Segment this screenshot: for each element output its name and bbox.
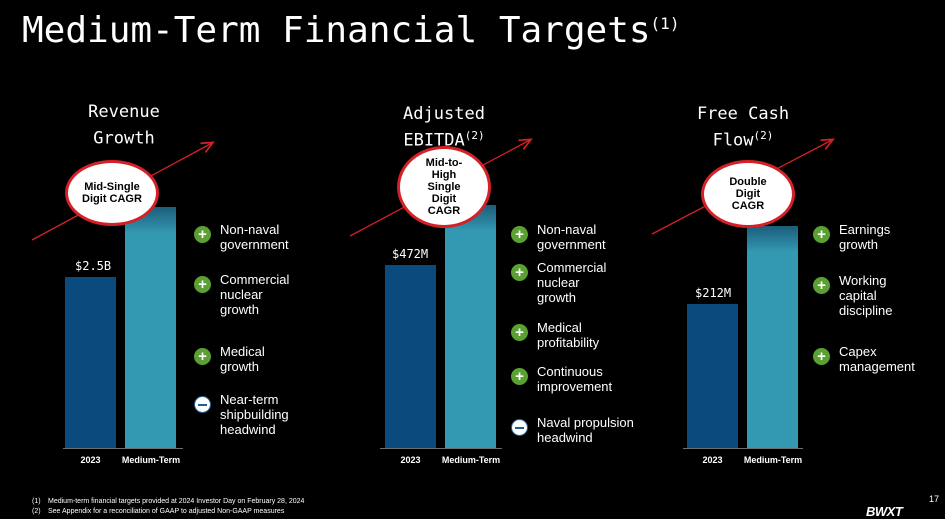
revenue-base-value: $2.5B (75, 259, 112, 273)
footnote-1: (1) Medium-term financial targets provide… (32, 498, 305, 505)
fcf-base-value: $212M (695, 286, 732, 300)
driver-label: Medical profitability (537, 320, 600, 350)
plus-icon: + (511, 226, 528, 243)
driver-label: Naval propulsion headwind (537, 415, 634, 445)
fcf-target-badge: Double Digit CAGR (701, 160, 795, 228)
driver-label: Non-naval government (537, 222, 606, 252)
ebitda-bar-2023 (385, 265, 436, 448)
driver-label: Medical growth (220, 344, 265, 374)
page-number: 17 (928, 494, 939, 504)
fcf-xlabel-2023: 2023 (702, 455, 723, 465)
revenue-baseline (63, 448, 183, 449)
driver-label: Commercial nuclear growth (220, 272, 290, 317)
plus-icon: + (194, 226, 211, 243)
ebitda-target-badge: Mid-to-High Single Digit CAGR (397, 146, 491, 228)
driver-label: Earnings growth (839, 222, 891, 252)
revenue-driver-2: + Commercial nuclear growth (194, 272, 289, 317)
driver-label: Commercial nuclear growth (537, 260, 607, 305)
ebitda-driver-4: + Continuous improvement (511, 364, 612, 394)
minus-icon (511, 419, 528, 436)
minus-icon (194, 396, 211, 413)
ebitda-bar-medium-term (445, 205, 496, 448)
revenue-driver-4: Near-term shipbuilding headwind (194, 392, 289, 437)
driver-label: Working capital discipline (839, 273, 893, 318)
fcf-baseline (683, 448, 803, 449)
revenue-xlabel-2023: 2023 (80, 455, 101, 465)
page-title: Medium-Term Financial Targets(1) (22, 10, 680, 51)
ebitda-base-value: $472M (392, 247, 429, 261)
driver-label: Continuous improvement (537, 364, 613, 394)
fcf-driver-2: + Working capital discipline (813, 273, 892, 318)
plus-icon: + (813, 226, 830, 243)
plus-icon: + (194, 348, 211, 365)
plus-icon: + (194, 276, 211, 293)
ebitda-driver-5: Naval propulsion headwind (511, 415, 634, 445)
revenue-bar-2023 (65, 277, 116, 448)
plus-icon: + (511, 324, 528, 341)
bwxt-logo: BWXT (866, 504, 903, 519)
plus-icon: + (813, 277, 830, 294)
ebitda-driver-3: + Medical profitability (511, 320, 599, 350)
plus-icon: + (511, 368, 528, 385)
driver-label: Capex management (839, 344, 915, 374)
revenue-panel-title: Revenue Growth (88, 102, 160, 149)
ebitda-driver-2: + Commercial nuclear growth (511, 260, 606, 305)
fcf-driver-3: + Capex management (813, 344, 915, 374)
fcf-panel-title: Free Cash Flow(2) (696, 104, 790, 151)
ebitda-baseline (380, 448, 502, 449)
revenue-bar-medium-term (125, 207, 176, 448)
fcf-bar-2023 (687, 304, 738, 448)
fcf-driver-1: + Earnings growth (813, 222, 890, 252)
ebitda-driver-1: + Non-naval government (511, 222, 606, 252)
fcf-xlabel-medium-term: Medium-Term (743, 455, 803, 465)
plus-icon: + (511, 264, 528, 281)
ebitda-panel-title: Adjusted EBITDA(2) (403, 104, 485, 151)
revenue-target-badge: Mid-Single Digit CAGR (65, 160, 159, 226)
revenue-driver-3: + Medical growth (194, 344, 265, 374)
footnote-2: (2) See Appendix for a reconciliation of … (32, 508, 285, 515)
plus-icon: + (813, 348, 830, 365)
driver-label: Near-term shipbuilding headwind (220, 392, 289, 437)
ebitda-xlabel-2023: 2023 (400, 455, 421, 465)
fcf-bar-medium-term (747, 226, 798, 448)
ebitda-xlabel-medium-term: Medium-Term (441, 455, 501, 465)
revenue-driver-1: + Non-naval government (194, 222, 289, 252)
driver-label: Non-naval government (220, 222, 289, 252)
footnotes: (1) Medium-term financial targets provide… (32, 497, 304, 517)
revenue-xlabel-medium-term: Medium-Term (121, 455, 181, 465)
